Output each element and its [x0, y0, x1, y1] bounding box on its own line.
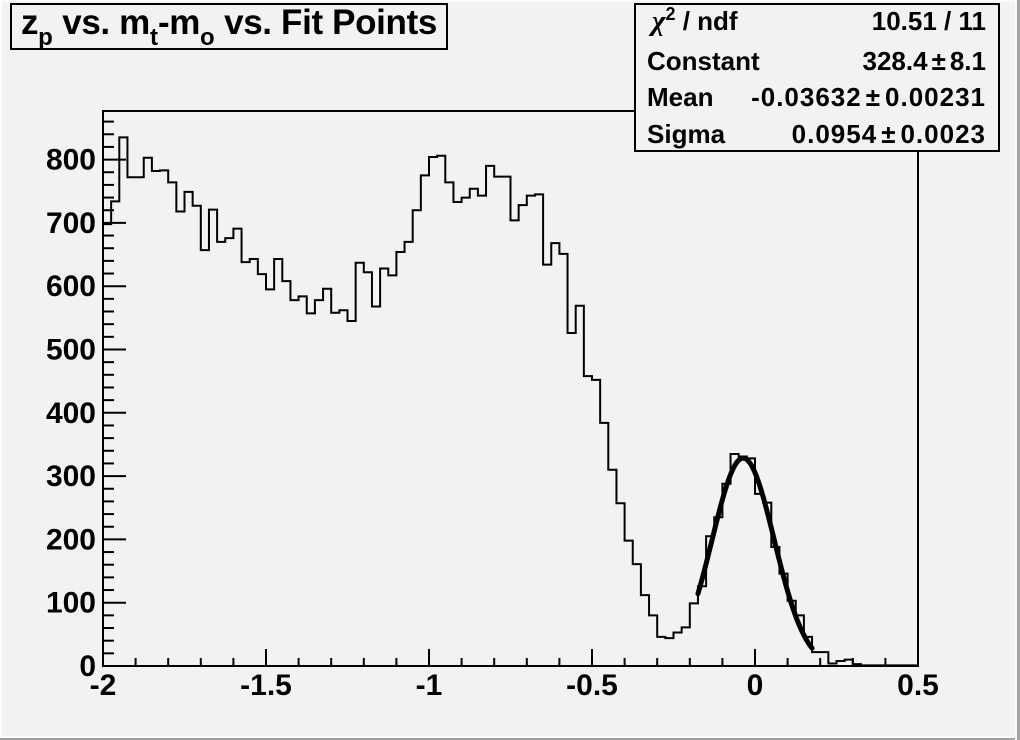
svg-text:700: 700: [46, 207, 96, 240]
svg-text:100: 100: [46, 587, 96, 620]
svg-text:800: 800: [46, 144, 96, 177]
svg-text:400: 400: [46, 397, 96, 430]
svg-text:-1.5: -1.5: [240, 669, 292, 702]
svg-text:200: 200: [46, 523, 96, 556]
svg-text:0: 0: [79, 650, 96, 683]
svg-text:-1: -1: [416, 669, 443, 702]
svg-text:-2: -2: [90, 669, 117, 702]
svg-text:0.5: 0.5: [897, 669, 939, 702]
svg-text:500: 500: [46, 334, 96, 367]
svg-text:300: 300: [46, 460, 96, 493]
svg-text:-0.5: -0.5: [566, 669, 618, 702]
svg-text:600: 600: [46, 270, 96, 303]
svg-text:0: 0: [747, 669, 764, 702]
